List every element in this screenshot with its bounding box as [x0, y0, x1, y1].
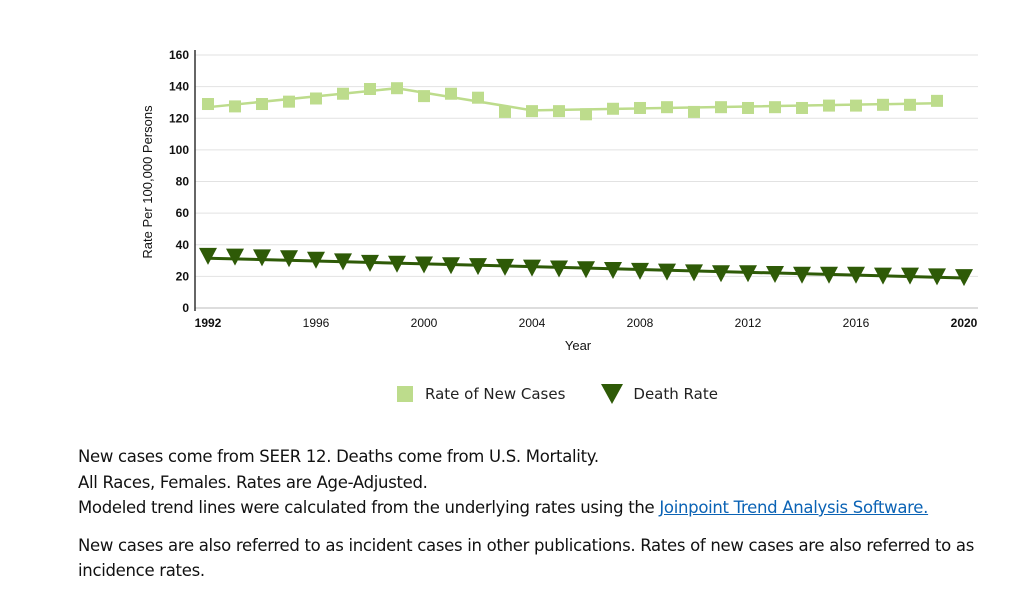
death-rate-point: [442, 257, 460, 275]
y-tick-label: 20: [176, 269, 190, 283]
death-rate-point: [415, 256, 433, 274]
chart-legend: Rate of New Cases Death Rate: [397, 384, 718, 404]
new-cases-point: [526, 105, 538, 118]
new-cases-point: [418, 90, 430, 103]
chart-notes: New cases come from SEER 12. Deaths come…: [78, 444, 1023, 584]
death-rate-point: [874, 267, 892, 285]
new-cases-point: [364, 82, 376, 95]
new-cases-point: [310, 92, 322, 105]
new-cases-point: [607, 102, 619, 115]
new-cases-point: [688, 105, 700, 118]
x-axis-title: Year: [565, 338, 592, 353]
new-cases-point: [391, 82, 403, 95]
death-rate-point: [685, 264, 703, 282]
death-rate-point: [469, 258, 487, 276]
y-tick-label: 100: [169, 143, 189, 157]
new-cases-point: [877, 98, 889, 111]
y-tick-label: 0: [182, 301, 189, 315]
new-cases-point: [580, 108, 592, 121]
note-trend: Modeled trend lines were calculated from…: [78, 498, 929, 517]
y-tick-label: 160: [169, 48, 189, 62]
death-rate-point: [820, 266, 838, 284]
death-rate-point: [604, 262, 622, 280]
new-cases-point: [850, 99, 862, 112]
y-tick-label: 60: [176, 206, 190, 220]
death-rate-point: [793, 266, 811, 284]
y-axis-title: Rate Per 100,000 Persons: [140, 105, 155, 259]
death-rate-point: [658, 263, 676, 281]
death-rate-point: [388, 255, 406, 273]
death-rate-point: [712, 265, 730, 283]
joinpoint-link[interactable]: Joinpoint Trend Analysis Software.: [659, 498, 929, 517]
x-tick-label: 1992: [195, 316, 222, 330]
death-rate-point: [550, 260, 568, 278]
note-sources: New cases come from SEER 12. Deaths come…: [78, 447, 599, 466]
death-rate-point: [847, 266, 865, 284]
new-cases-point: [229, 100, 241, 113]
x-tick-label: 2000: [411, 316, 438, 330]
new-cases-point: [715, 101, 727, 114]
legend-death-rate: Death Rate: [633, 385, 718, 403]
y-tick-label: 140: [169, 80, 189, 94]
new-cases-point: [931, 94, 943, 107]
death-rate-point: [361, 254, 379, 272]
legend-new-cases: Rate of New Cases: [425, 385, 566, 403]
new-cases-point: [256, 98, 268, 111]
death-rate-point: [955, 269, 973, 287]
new-cases-point: [742, 101, 754, 114]
y-tick-label: 120: [169, 111, 189, 125]
death-rate-point: [307, 251, 325, 269]
new-cases-point: [904, 98, 916, 111]
death-rate-point: [766, 266, 784, 284]
new-cases-point: [283, 95, 295, 108]
new-cases-point: [337, 87, 349, 100]
x-tick-label: 1996: [303, 316, 330, 330]
new-cases-point: [202, 98, 214, 111]
x-tick-label: 2008: [627, 316, 654, 330]
death-rate-point: [226, 248, 244, 266]
trend-chart: 0 20 40 60 80 100 120 140 160 1992 1996 2000 2004 200…: [140, 48, 978, 353]
new-cases-point: [445, 87, 457, 100]
new-cases-point: [661, 101, 673, 114]
y-tick-label: 80: [176, 175, 190, 189]
new-cases-legend-marker: [397, 386, 413, 402]
x-tick-label: 2012: [735, 316, 762, 330]
trend-line-new-cases: [207, 86, 938, 112]
death-rate-legend-marker: [601, 384, 624, 404]
death-rate-point: [928, 268, 946, 286]
new-cases-point: [634, 101, 646, 114]
death-rate-point: [496, 258, 514, 276]
death-rate-point: [253, 249, 271, 267]
new-cases-point: [499, 105, 511, 118]
death-rate-point: [280, 250, 298, 268]
note-population: All Races, Females. Rates are Age-Adjust…: [78, 472, 428, 492]
new-cases-point: [553, 105, 565, 118]
new-cases-point: [796, 101, 808, 114]
death-rate-point: [739, 265, 757, 283]
note-incidence: New cases are also referred to as incide…: [78, 535, 974, 581]
death-rate-point: [631, 262, 649, 280]
death-rate-point: [901, 267, 919, 285]
death-rate-point: [523, 259, 541, 277]
x-tick-label: 2004: [519, 316, 546, 330]
death-rate-point: [577, 261, 595, 279]
death-rate-point: [334, 253, 352, 271]
new-cases-point: [472, 91, 484, 104]
x-tick-label: 2016: [843, 316, 870, 330]
new-cases-point: [769, 101, 781, 114]
y-tick-label: 40: [176, 238, 190, 252]
new-cases-point: [823, 99, 835, 112]
death-rate-point: [199, 247, 217, 265]
x-tick-label: 2020: [951, 316, 978, 330]
